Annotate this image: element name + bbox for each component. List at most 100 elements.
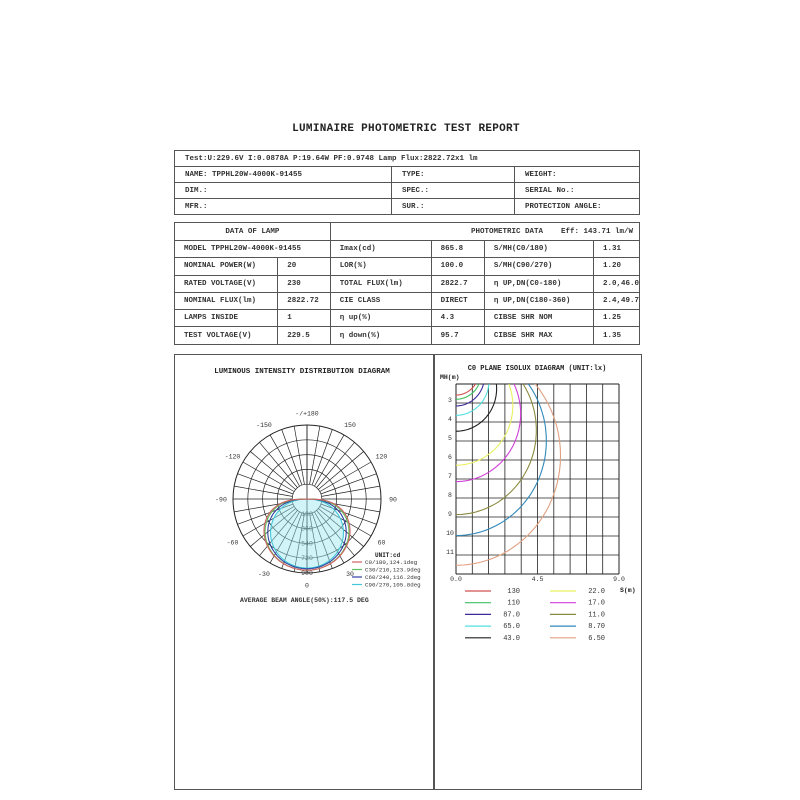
polar-spoke	[311, 429, 333, 486]
isolux-contour	[456, 384, 562, 566]
y-tick-label: 10	[446, 530, 454, 537]
polar-legend: C0/180,124.1degC30/210,123.9degC60/240,1…	[352, 559, 421, 589]
polar-ring-label: 360	[301, 526, 313, 533]
polar-spoke	[320, 503, 377, 525]
polar-angle-label: 150	[344, 422, 356, 429]
isolux-contour	[456, 384, 490, 416]
polar-spoke	[259, 442, 298, 488]
polar-spoke	[314, 511, 345, 564]
isolux-contour	[456, 384, 522, 483]
polar-ring-label: 720	[301, 555, 313, 562]
legend-label: 17.0	[588, 600, 605, 608]
table-row: MODEL TPPHL20W-4000K-91455 Imax(cd) 865.…	[174, 239, 641, 259]
legend-label: 110	[507, 600, 520, 608]
polar-title: LUMINOUS INTENSITY DISTRIBUTION DIAGRAM	[214, 368, 390, 376]
y-tick-label: 3	[448, 397, 452, 404]
legend-label: C90/270,105.8deg	[365, 582, 421, 589]
polar-spoke	[318, 451, 364, 490]
polar-spoke	[237, 503, 294, 525]
polar-spoke	[242, 506, 295, 537]
polar-spoke	[318, 508, 364, 547]
isolux-contour	[456, 384, 480, 400]
isolux-curves	[456, 384, 562, 566]
polar-angle-label: 90	[389, 497, 397, 504]
x-tick-label: 4.5	[532, 576, 544, 583]
polar-ring-label: 540	[301, 540, 313, 547]
polar-spoke	[250, 451, 296, 490]
polar-angle-label: -90	[215, 497, 227, 504]
beam-angle: AVERAGE BEAM ANGLE(50%):117.5 DEG	[240, 597, 369, 604]
polar-ring-label: 180	[301, 511, 313, 518]
legend-label: 130	[507, 588, 520, 596]
polar-angle-label: 0	[305, 583, 309, 590]
protection-angle-field: PROTECTION ANGLE:	[514, 198, 640, 215]
y-tick-label: 8	[448, 492, 452, 499]
polar-unit: UNIT:cd	[375, 552, 401, 559]
polar-spoke	[309, 426, 321, 485]
y-tick-label: 6	[448, 454, 452, 461]
legend-label: 6.50	[588, 635, 605, 643]
efficacy: Eff: 143.71 lm/W	[560, 227, 633, 236]
legend-label: 87.0	[503, 611, 520, 619]
polar-angle-label: 120	[376, 454, 388, 461]
y-tick-label: 4	[448, 416, 452, 423]
polar-diagram-panel	[174, 354, 434, 790]
isolux-legend: 130 110 87.0 65.0 43.0 22.0 17.0 11.0 8.70 6.50	[465, 588, 605, 643]
legend-label: C60/240,116.2deg	[365, 574, 421, 581]
isolux-x-label: S(m)	[620, 587, 636, 594]
polar-spoke	[319, 506, 372, 537]
y-tick-label: 11	[446, 549, 454, 556]
isolux-y-label: MH(m)	[440, 374, 460, 381]
isolux-diagram-panel	[434, 354, 642, 790]
isolux-contour	[456, 384, 498, 432]
isolux-contour	[456, 384, 477, 396]
polar-spoke	[269, 434, 300, 487]
y-tick-label: 5	[448, 435, 452, 442]
table-row: NOMINAL FLUX(lm) 2822.72 CIE CLASS DIRECT …	[173, 291, 641, 311]
isolux-contour	[456, 384, 547, 537]
isolux-contour	[456, 384, 514, 466]
luminaire-info-table: Test:U:229.6V I:0.0878A P:19.64W PF:0.97…	[174, 150, 640, 215]
polar-angle-label: 60	[378, 540, 386, 547]
polar-ring-label: 900	[301, 570, 313, 577]
polar-angle-label: -/+180	[295, 411, 319, 418]
legend-label: 22.0	[588, 588, 605, 596]
table-row: TEST VOLTAGE(V) 229.5 η down(%) 95.7 CIBSE…	[173, 326, 641, 345]
polar-spoke	[309, 513, 321, 572]
legend-label: C0/180,124.1deg	[365, 559, 417, 566]
polar-spoke	[237, 473, 294, 495]
isolux-chart: 3 4 5 6 7 8 9 10 11 0.0 4.5 9.0	[446, 383, 625, 583]
x-tick-label: 0.0	[450, 576, 462, 583]
isolux-contour	[456, 384, 537, 516]
photometric-value: 1.35	[592, 326, 641, 345]
lamp-label: TEST VOLTAGE(V)	[173, 326, 279, 345]
polar-spoke	[311, 512, 333, 569]
photometric-label: CIBSE SHR MAX	[483, 326, 594, 345]
legend-label: 43.0	[503, 635, 520, 643]
y-tick-label: 9	[448, 511, 452, 518]
polar-spoke	[293, 513, 305, 572]
polar-spoke	[321, 485, 380, 497]
x-tick-label: 9.0	[613, 576, 625, 583]
photometric-value: 95.7	[430, 326, 485, 345]
polar-spoke	[320, 473, 377, 495]
table-row: RATED VOLTAGE(V) 230 TOTAL FLUX(lm) 2822.7…	[173, 274, 641, 293]
polar-chart: -/+180 -150 150 -120 120 -90 90 -60 60 -30 30 0 180 3…	[215, 411, 397, 590]
legend-label: 8.70	[588, 623, 605, 631]
isolux-contour	[456, 384, 485, 407]
polar-curve	[263, 498, 351, 571]
polar-spoke	[314, 434, 345, 487]
legend-label: 11.0	[588, 611, 605, 619]
polar-spoke	[316, 510, 355, 556]
polar-angle-label: -30	[258, 571, 270, 578]
polar-spoke	[281, 429, 303, 486]
polar-curve	[267, 498, 347, 570]
polar-spoke	[281, 512, 303, 569]
polar-angle-label: -150	[256, 422, 272, 429]
polar-curve	[269, 498, 345, 569]
polar-spoke	[234, 485, 293, 497]
mfr-field: MFR.:	[174, 198, 392, 215]
table-row: NOMINAL POWER(W) 20 LOR(%) 100.0 S/MH(C90/…	[173, 257, 641, 276]
polar-spoke	[259, 510, 298, 556]
